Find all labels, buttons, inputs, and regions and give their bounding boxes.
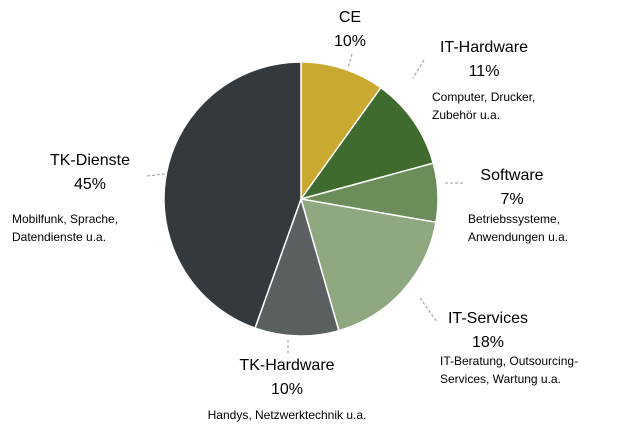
slice-description: Computer, Drucker, [432, 90, 535, 104]
slice-percent: 10% [271, 381, 303, 398]
slice-description: Zubehör u.a. [432, 108, 500, 122]
pie-slice [163, 61, 302, 330]
slice-label: Software [480, 167, 543, 184]
slice-percent: 45% [74, 176, 106, 193]
slice-description: Anwendungen u.a. [468, 230, 568, 244]
slice-percent: 18% [472, 334, 504, 351]
slice-description: Mobilfunk, Sprache, [12, 212, 118, 226]
slice-label: TK-Hardware [239, 357, 334, 374]
slice-label: CE [339, 9, 361, 26]
slice-description: Services, Wartung u.a. [440, 372, 561, 386]
slice-percent: 11% [469, 63, 500, 80]
slice-percent: 10% [334, 33, 366, 50]
slice-description: IT-Beratung, Outsourcing- [440, 354, 578, 368]
pie-slice [300, 61, 382, 202]
slice-label: TK-Dienste [50, 152, 130, 169]
slice-description: Handys, Netzwerktechnik u.a. [208, 408, 367, 422]
leader-line [146, 173, 166, 177]
slice-label: IT-Services [448, 310, 528, 327]
slice-description: Datendienste u.a. [12, 230, 106, 244]
pie-slice [299, 86, 435, 201]
slice-label: IT-Hardware [440, 39, 528, 56]
slice-description: Betriebssysteme, [468, 212, 560, 226]
leader-line [419, 297, 438, 323]
leader-line [347, 53, 353, 69]
pie-slice [254, 196, 340, 337]
pie-slice [299, 198, 437, 332]
leader-line [412, 59, 425, 79]
slice-percent: 7% [500, 191, 523, 208]
